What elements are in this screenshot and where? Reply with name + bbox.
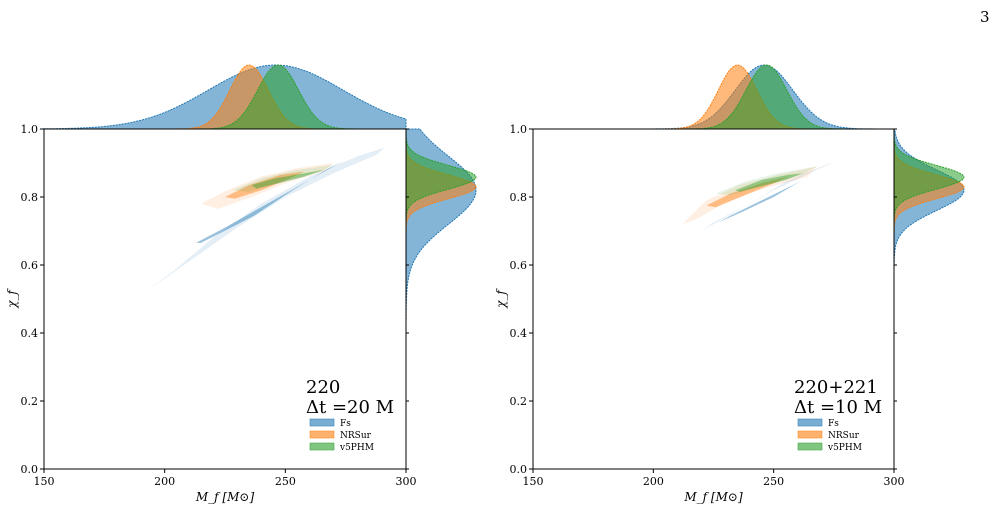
plot-area xyxy=(44,129,406,469)
annotation-label: 220+221 xyxy=(794,377,878,398)
marginal-x-nrsur xyxy=(533,64,894,130)
y-tick-label: 0.0 xyxy=(21,463,39,476)
x-axis-label: M_f [M⊙] xyxy=(195,490,255,504)
x-tick-label: 250 xyxy=(275,475,296,488)
legend-label-fs: Fs xyxy=(340,419,351,429)
legend-swatch-fs xyxy=(309,418,335,427)
y-axis-label: χ_f xyxy=(494,288,508,309)
x-tick-label: 150 xyxy=(523,475,544,488)
x-tick-label: 300 xyxy=(884,475,905,488)
y-tick-label: 1.0 xyxy=(510,123,528,136)
y-tick-label: 0.4 xyxy=(510,327,528,340)
contour-v5phm-90 xyxy=(715,166,817,196)
y-tick-label: 0.2 xyxy=(21,395,39,408)
marginal-x-fs xyxy=(43,64,407,130)
legend-swatch-nrsur xyxy=(797,430,823,439)
legend-label-v5phm: v5PHM xyxy=(827,443,862,453)
contour-nrsur-90 xyxy=(200,163,334,209)
legend-label-nrsur: NRSur xyxy=(340,431,372,441)
marginal-y-v5phm xyxy=(893,129,965,469)
y-tick-label: 0.0 xyxy=(510,463,528,476)
contour-v5phm-50 xyxy=(735,173,803,192)
contour-fs-50 xyxy=(718,174,813,223)
annotation-delta-t: Δt =10 M xyxy=(794,397,882,418)
annotation-label: 220 xyxy=(306,377,340,398)
contour-fs-50 xyxy=(196,161,344,243)
contour-v5phm-90 xyxy=(232,164,334,192)
chart-panel-2: 150 200 250 300 0.0 0.2 0.4 0.6 0.8 1.0 M_f [M⊙] χ_… xyxy=(494,64,965,504)
contour-nrsur-50 xyxy=(225,171,305,199)
y-tick-label: 0.2 xyxy=(510,395,528,408)
y-tick-label: 0.4 xyxy=(21,327,39,340)
legend-swatch-nrsur xyxy=(309,430,335,439)
plot-area xyxy=(533,129,894,469)
axes-frame xyxy=(532,128,895,470)
y-axis-label: χ_f xyxy=(5,288,19,309)
y-tick-label: 0.8 xyxy=(21,191,39,204)
y-tick-label: 0.6 xyxy=(510,259,528,272)
page-number: 3 xyxy=(980,8,990,26)
legend-label-v5phm: v5PHM xyxy=(339,443,374,453)
x-axis-label: M_f [M⊙] xyxy=(683,490,743,504)
y-tick-label: 0.6 xyxy=(21,259,39,272)
legend-label-fs: Fs xyxy=(828,419,839,429)
contour-v5phm-50 xyxy=(251,169,324,189)
y-tick-label: 1.0 xyxy=(21,123,39,136)
legend-swatch-v5phm xyxy=(797,442,823,451)
legend-swatch-fs xyxy=(797,418,823,427)
legend-swatch-v5phm xyxy=(309,442,335,451)
contour-nrsur-50 xyxy=(706,176,789,208)
legend-label-nrsur: NRSur xyxy=(828,431,860,441)
marginal-y-v5phm xyxy=(405,129,477,469)
annotation-delta-t: Δt =20 M xyxy=(306,397,394,418)
x-tick-label: 200 xyxy=(154,475,175,488)
x-tick-label: 300 xyxy=(396,475,417,488)
x-tick-label: 200 xyxy=(643,475,664,488)
chart-panel-1: 150 200 250 300 0.0 0.2 0.4 0.6 0.8 1.0 M_f [M⊙] χ_… xyxy=(5,64,477,504)
x-tick-label: 250 xyxy=(763,475,784,488)
y-tick-label: 0.8 xyxy=(510,191,528,204)
contour-nrsur-90 xyxy=(682,166,817,225)
x-tick-label: 150 xyxy=(34,475,55,488)
axes-frame xyxy=(43,128,407,470)
